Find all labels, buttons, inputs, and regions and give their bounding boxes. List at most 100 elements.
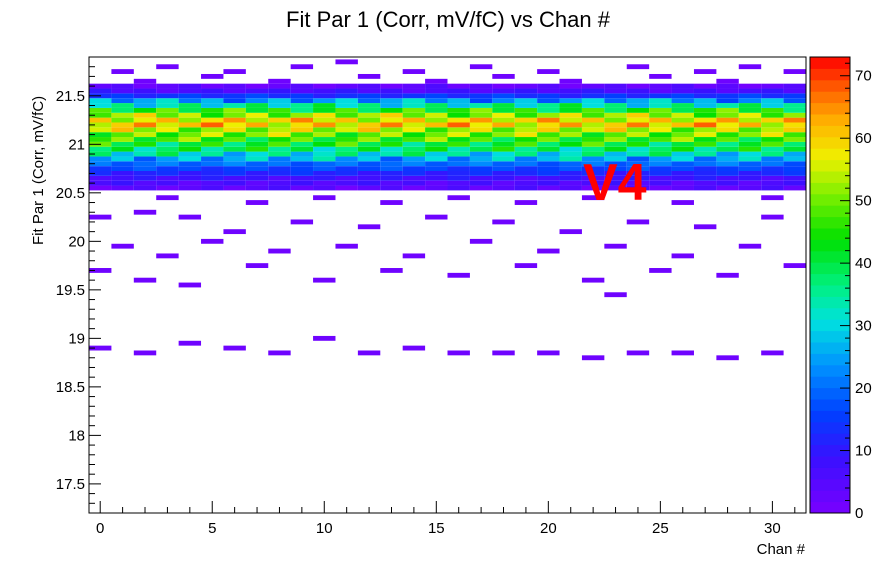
heatmap-cell [671,175,694,181]
heatmap-cell [268,151,291,157]
heatmap-cell [111,166,134,171]
heatmap-cell [537,127,560,133]
heatmap-cell [380,122,403,128]
heatmap-cell [290,171,314,176]
heatmap-cell [559,146,582,152]
heatmap-cell [178,117,202,123]
colorbar-segment [810,456,850,468]
heatmap-cell [425,98,448,104]
heatmap-cell [783,132,806,138]
heatmap-cell [738,127,762,133]
heatmap-cell [402,146,426,152]
heatmap-cell [559,161,582,167]
heatmap-cell [716,83,739,89]
heatmap-cell [178,83,202,89]
heatmap-cell [335,171,358,176]
heatmap-cell [425,171,448,176]
heatmap-cell [402,137,426,142]
heatmap-cell [425,137,448,142]
heatmap-cell [245,83,269,89]
heatmap-cell [649,117,672,123]
heatmap-cell [89,268,112,273]
heatmap-cell [492,219,515,225]
colorbar-segment [810,490,850,503]
heatmap-cell [761,350,784,356]
heatmap-cell [357,146,381,152]
heatmap-cell [649,268,672,273]
heatmap-cell [447,166,470,171]
heatmap-cell [514,161,538,167]
colorbar-segment [810,478,850,491]
heatmap-cell [133,78,157,84]
heatmap-cell [156,122,179,128]
heatmap-cell [649,98,672,104]
heatmap-cell [290,117,314,123]
heatmap-cell [335,161,358,167]
colorbar-segment [810,433,850,446]
heatmap-cell [223,166,246,171]
heatmap-cell [223,175,246,181]
heatmap-cell [716,141,739,147]
heatmap-cell [469,161,493,167]
heatmap-cell [178,166,202,171]
heatmap-cell [537,83,560,89]
colorbar-segment [810,296,850,309]
heatmap-cell [604,98,627,104]
heatmap-cell [604,185,627,191]
heatmap-cell [335,127,358,133]
heatmap-cell [133,112,157,118]
heatmap-cell [223,112,246,118]
heatmap-cell [761,180,784,186]
heatmap-cell [649,73,672,79]
heatmap-cell [268,248,291,254]
heatmap-cell [178,151,202,157]
heatmap-cell [626,117,650,123]
colorbar-segment [810,171,850,183]
x-tick-label: 20 [540,520,557,537]
colorbar-segment [810,91,850,104]
heatmap-cell [178,156,202,162]
heatmap-cell [761,161,784,167]
heatmap-cell [290,132,314,138]
heatmap-cell [514,137,538,142]
heatmap-cell [402,345,426,351]
heatmap-cell [425,122,448,128]
heatmap-cell [313,146,336,152]
heatmap-cell [581,83,605,89]
heatmap-cell [581,88,605,94]
heatmap-cell [223,122,246,128]
heatmap-cell [111,171,134,176]
heatmap-cell [111,83,134,89]
heatmap-cell [357,98,381,104]
heatmap-cell [357,171,381,176]
colorbar-segment [810,444,850,457]
heatmap-cell [537,151,560,157]
heatmap-cell [380,107,403,113]
heatmap-cell [514,156,538,162]
heatmap-cell [537,69,560,74]
heatmap-cell [313,93,336,99]
y-axis-label: Fit Par 1 (Corr, mV/fC) [30,96,47,245]
colorbar-segment [810,387,850,400]
heatmap-cell [425,141,448,147]
colorbar-tick-label: 70 [855,68,872,85]
heatmap-cell [783,263,806,269]
heatmap-cell [268,78,291,84]
x-tick-label: 0 [96,520,104,537]
heatmap-cell [514,180,538,186]
colorbar-tick-label: 20 [855,380,872,397]
heatmap-cell [335,243,358,249]
heatmap-cell [693,83,717,89]
heatmap-cell [738,117,762,123]
heatmap-cell [133,141,157,147]
heatmap-cell [133,171,157,176]
heatmap-cell [783,166,806,171]
heatmap-cell [380,117,403,123]
heatmap-cell [581,277,605,283]
heatmap-cell [469,141,493,147]
heatmap-cell [335,122,358,128]
heatmap-cell [783,127,806,133]
colorbar-segment [810,205,850,218]
heatmap-cell [313,103,336,108]
heatmap-cell [290,88,314,94]
